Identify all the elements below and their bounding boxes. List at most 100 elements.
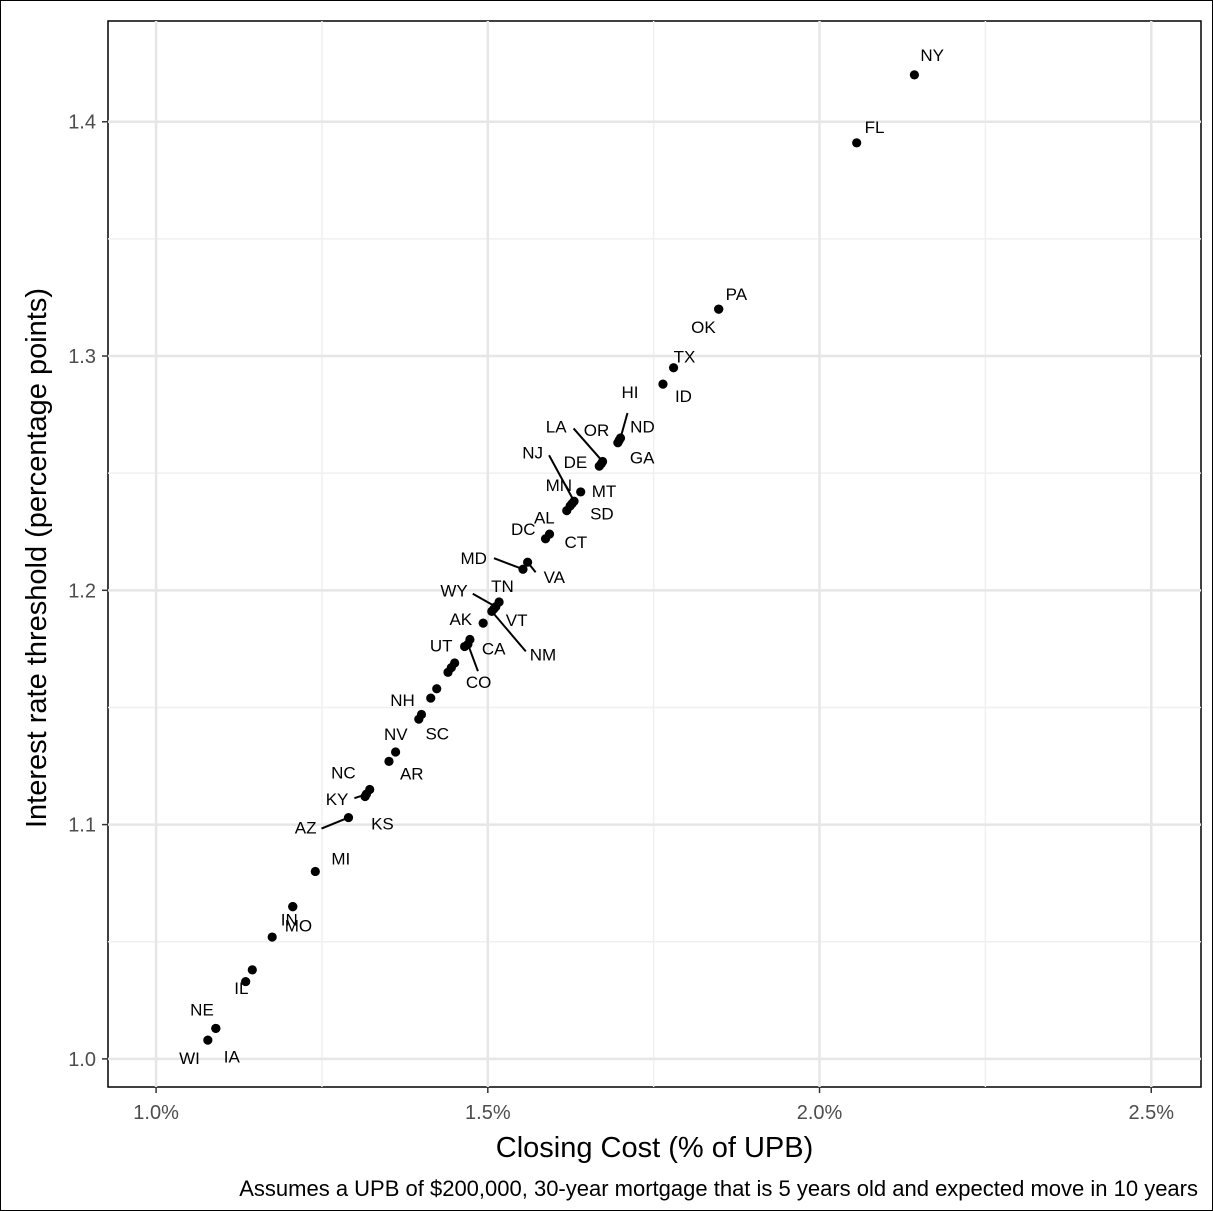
point-label-wy: WY	[440, 582, 467, 601]
plot-panel	[107, 20, 1202, 1088]
point-label-sd: SD	[590, 505, 614, 524]
leader-line-az	[321, 816, 349, 830]
grid-minor	[108, 21, 1201, 1087]
data-point-ok	[714, 304, 724, 314]
point-label-md: MD	[461, 549, 487, 568]
x-axis-ticks: 1.0% 1.5% 2.0% 2.5%	[133, 1087, 1174, 1124]
point-label-sc: SC	[425, 724, 449, 743]
point-label-nj: NJ	[522, 443, 543, 462]
point-label-dc: DC	[511, 520, 536, 539]
point-label-mi: MI	[331, 849, 350, 868]
point-label-tx: TX	[674, 348, 696, 367]
point-label-co: CO	[466, 673, 492, 692]
point-label-ny: NY	[920, 46, 944, 65]
point-label-mo: MO	[285, 917, 312, 936]
grid-major	[108, 21, 1201, 1087]
point-label-fl: FL	[865, 118, 885, 137]
x-tick-label: 1.5%	[465, 1102, 511, 1124]
y-tick-label: 1.3	[68, 346, 96, 368]
point-label-ks: KS	[371, 814, 394, 833]
chart-caption: Assumes a UPB of $200,000, 30-year mortg…	[239, 1176, 1198, 1201]
data-point	[443, 667, 453, 677]
point-label-az: AZ	[295, 819, 317, 838]
data-point	[414, 714, 424, 724]
data-point-id	[658, 379, 668, 389]
point-label-nm: NM	[530, 645, 556, 664]
data-point-fl	[852, 138, 862, 148]
data-point-de	[594, 461, 604, 471]
data-point-ia	[211, 1023, 221, 1034]
point-label-ca: CA	[482, 640, 506, 659]
data-points	[203, 70, 919, 1045]
point-label-nv: NV	[384, 725, 408, 744]
data-point-az	[343, 812, 354, 823]
point-label-vt: VT	[506, 611, 528, 630]
point-label-la: LA	[546, 417, 567, 436]
data-point-ar	[384, 756, 394, 766]
point-label-ak: AK	[449, 610, 472, 629]
data-point-sd	[567, 499, 577, 509]
y-tick-label: 1.0	[68, 1049, 96, 1071]
point-label-ia: IA	[224, 1047, 241, 1066]
point-label-nc: NC	[331, 763, 356, 782]
data-point-wi	[203, 1035, 213, 1045]
data-point-nh	[426, 693, 436, 703]
y-tick-label: 1.4	[68, 112, 96, 134]
point-label-ar: AR	[400, 764, 424, 783]
data-point-ny	[909, 70, 919, 80]
leader-line-nj	[548, 454, 575, 502]
data-point-va	[523, 557, 533, 567]
data-point-tx	[668, 363, 679, 373]
data-point-co	[463, 639, 473, 649]
point-label-hi: HI	[621, 383, 638, 402]
point-label-ut: UT	[430, 637, 453, 656]
leader-line-co	[466, 643, 479, 672]
point-label-nd: ND	[630, 417, 655, 436]
x-tick-label: 2.0%	[797, 1102, 843, 1124]
data-point-mi	[310, 866, 320, 877]
data-point-al	[562, 506, 572, 516]
point-label-ct: CT	[565, 533, 588, 552]
data-point-ga	[613, 438, 623, 448]
y-axis-title: Interest rate threshold (percentage poin…	[21, 288, 53, 828]
point-label-id: ID	[675, 387, 692, 406]
point-label-mt: MT	[592, 482, 617, 501]
data-point	[267, 932, 277, 942]
data-point-md	[518, 564, 528, 574]
x-tick-label: 2.5%	[1128, 1102, 1174, 1124]
leader-line-nm	[491, 610, 527, 653]
data-point-mt	[576, 487, 586, 497]
y-axis-ticks: 1.0 1.1 1.2 1.3 1.4	[68, 112, 108, 1071]
point-label-in: IN	[281, 911, 298, 930]
data-point-ky	[361, 789, 372, 799]
y-tick-label: 1.2	[68, 580, 96, 602]
point-label-il: IL	[234, 979, 248, 998]
data-point-ak	[478, 618, 488, 628]
data-point-dc	[540, 534, 551, 544]
data-point-nv	[390, 747, 401, 757]
x-axis-title: Closing Cost (% of UPB)	[496, 1132, 814, 1164]
x-tick-label: 1.0%	[133, 1102, 179, 1124]
point-label-va: VA	[544, 568, 566, 587]
point-label-nh: NH	[390, 691, 415, 710]
point-label-ok: OK	[691, 318, 716, 337]
data-point	[241, 976, 251, 987]
data-point-nm	[487, 606, 497, 617]
data-point-il	[247, 965, 257, 975]
point-label-ne: NE	[190, 1000, 214, 1019]
data-point	[432, 684, 442, 694]
point-label-de: DE	[564, 453, 588, 472]
point-label-ky: KY	[326, 790, 349, 809]
point-label-or: OR	[584, 421, 610, 440]
point-label-al: AL	[534, 509, 555, 528]
point-label-mn: MN	[546, 476, 572, 495]
data-point-mo	[288, 902, 298, 912]
point-label-pa: PA	[726, 285, 748, 304]
point-label-wi: WI	[179, 1049, 200, 1068]
y-tick-label: 1.1	[68, 815, 96, 837]
point-label-tn: TN	[491, 577, 514, 596]
leader-line-md	[493, 557, 524, 571]
